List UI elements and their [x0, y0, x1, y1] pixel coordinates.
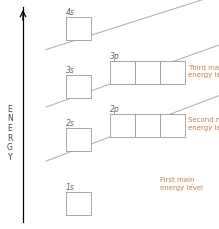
Bar: [66, 76, 91, 98]
Bar: [66, 192, 91, 215]
Text: 3p: 3p: [110, 52, 119, 61]
Bar: [135, 114, 160, 137]
Bar: [66, 128, 91, 151]
Text: 2s: 2s: [66, 118, 75, 127]
Text: First main
energy level: First main energy level: [160, 177, 203, 190]
Bar: [135, 62, 160, 85]
Text: Third main
energy level: Third main energy level: [188, 64, 219, 78]
Text: 3s: 3s: [66, 66, 75, 75]
Text: 1s: 1s: [66, 183, 75, 191]
Text: 4s: 4s: [66, 8, 75, 17]
Bar: [110, 62, 135, 85]
Bar: [160, 62, 185, 85]
Text: Second main
energy level: Second main energy level: [188, 117, 219, 130]
Text: 2p: 2p: [110, 105, 119, 114]
Bar: [66, 18, 91, 41]
Bar: [110, 114, 135, 137]
Text: E
N
E
R
G
Y: E N E R G Y: [7, 104, 13, 161]
Bar: [160, 114, 185, 137]
